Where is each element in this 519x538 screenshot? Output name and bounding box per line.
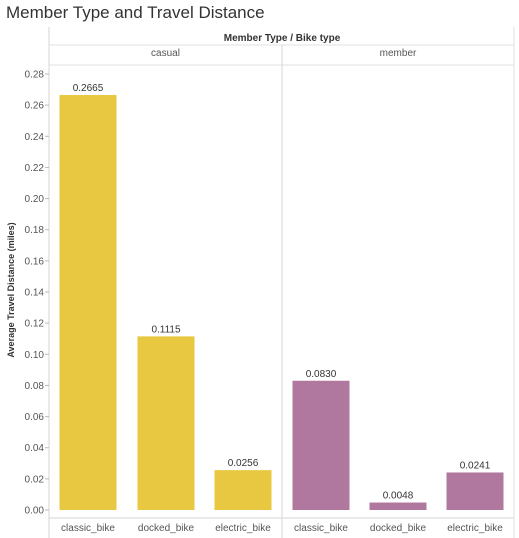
column-header: Member Type / Bike type bbox=[224, 33, 341, 44]
y-tick-label: 0.00 bbox=[25, 506, 45, 517]
bar-casual-electric_bike bbox=[214, 470, 272, 510]
data-label: 0.0241 bbox=[460, 460, 491, 471]
bar-casual-docked_bike bbox=[137, 336, 195, 510]
chart-title: Member Type and Travel Distance bbox=[6, 3, 265, 22]
pane-header-casual: casual bbox=[151, 48, 180, 59]
x-tick-label: docked_bike bbox=[370, 523, 427, 534]
y-tick-label: 0.28 bbox=[25, 70, 45, 81]
y-tick-label: 0.20 bbox=[25, 194, 45, 205]
y-tick-label: 0.02 bbox=[25, 474, 45, 485]
y-tick-label: 0.14 bbox=[25, 288, 45, 299]
y-tick-label: 0.24 bbox=[25, 132, 45, 143]
x-tick-label: electric_bike bbox=[447, 523, 503, 534]
y-tick-label: 0.04 bbox=[25, 443, 45, 454]
data-label: 0.0256 bbox=[228, 458, 259, 469]
bar-member-electric_bike bbox=[446, 472, 504, 510]
x-tick-label: classic_bike bbox=[294, 523, 348, 534]
data-label: 0.0048 bbox=[383, 491, 414, 502]
data-label: 0.0830 bbox=[306, 369, 337, 380]
pane-header-member: member bbox=[380, 48, 417, 59]
x-tick-label: classic_bike bbox=[61, 523, 115, 534]
y-tick-label: 0.26 bbox=[25, 101, 45, 112]
x-tick-label: electric_bike bbox=[215, 523, 271, 534]
y-tick-label: 0.10 bbox=[25, 350, 45, 361]
y-tick-label: 0.06 bbox=[25, 412, 45, 423]
bar-member-classic_bike bbox=[292, 380, 350, 510]
y-tick-label: 0.18 bbox=[25, 225, 45, 236]
y-axis-title: Average Travel Distance (miles) bbox=[6, 222, 16, 357]
data-label: 0.2665 bbox=[73, 83, 104, 94]
data-label: 0.1115 bbox=[151, 324, 181, 335]
y-tick-label: 0.08 bbox=[25, 381, 45, 392]
x-tick-label: docked_bike bbox=[138, 523, 195, 534]
bar-casual-classic_bike bbox=[59, 95, 117, 511]
bar-member-docked_bike bbox=[369, 502, 427, 510]
y-tick-label: 0.22 bbox=[25, 163, 45, 174]
y-tick-label: 0.16 bbox=[25, 256, 45, 267]
y-tick-label: 0.12 bbox=[25, 319, 45, 330]
